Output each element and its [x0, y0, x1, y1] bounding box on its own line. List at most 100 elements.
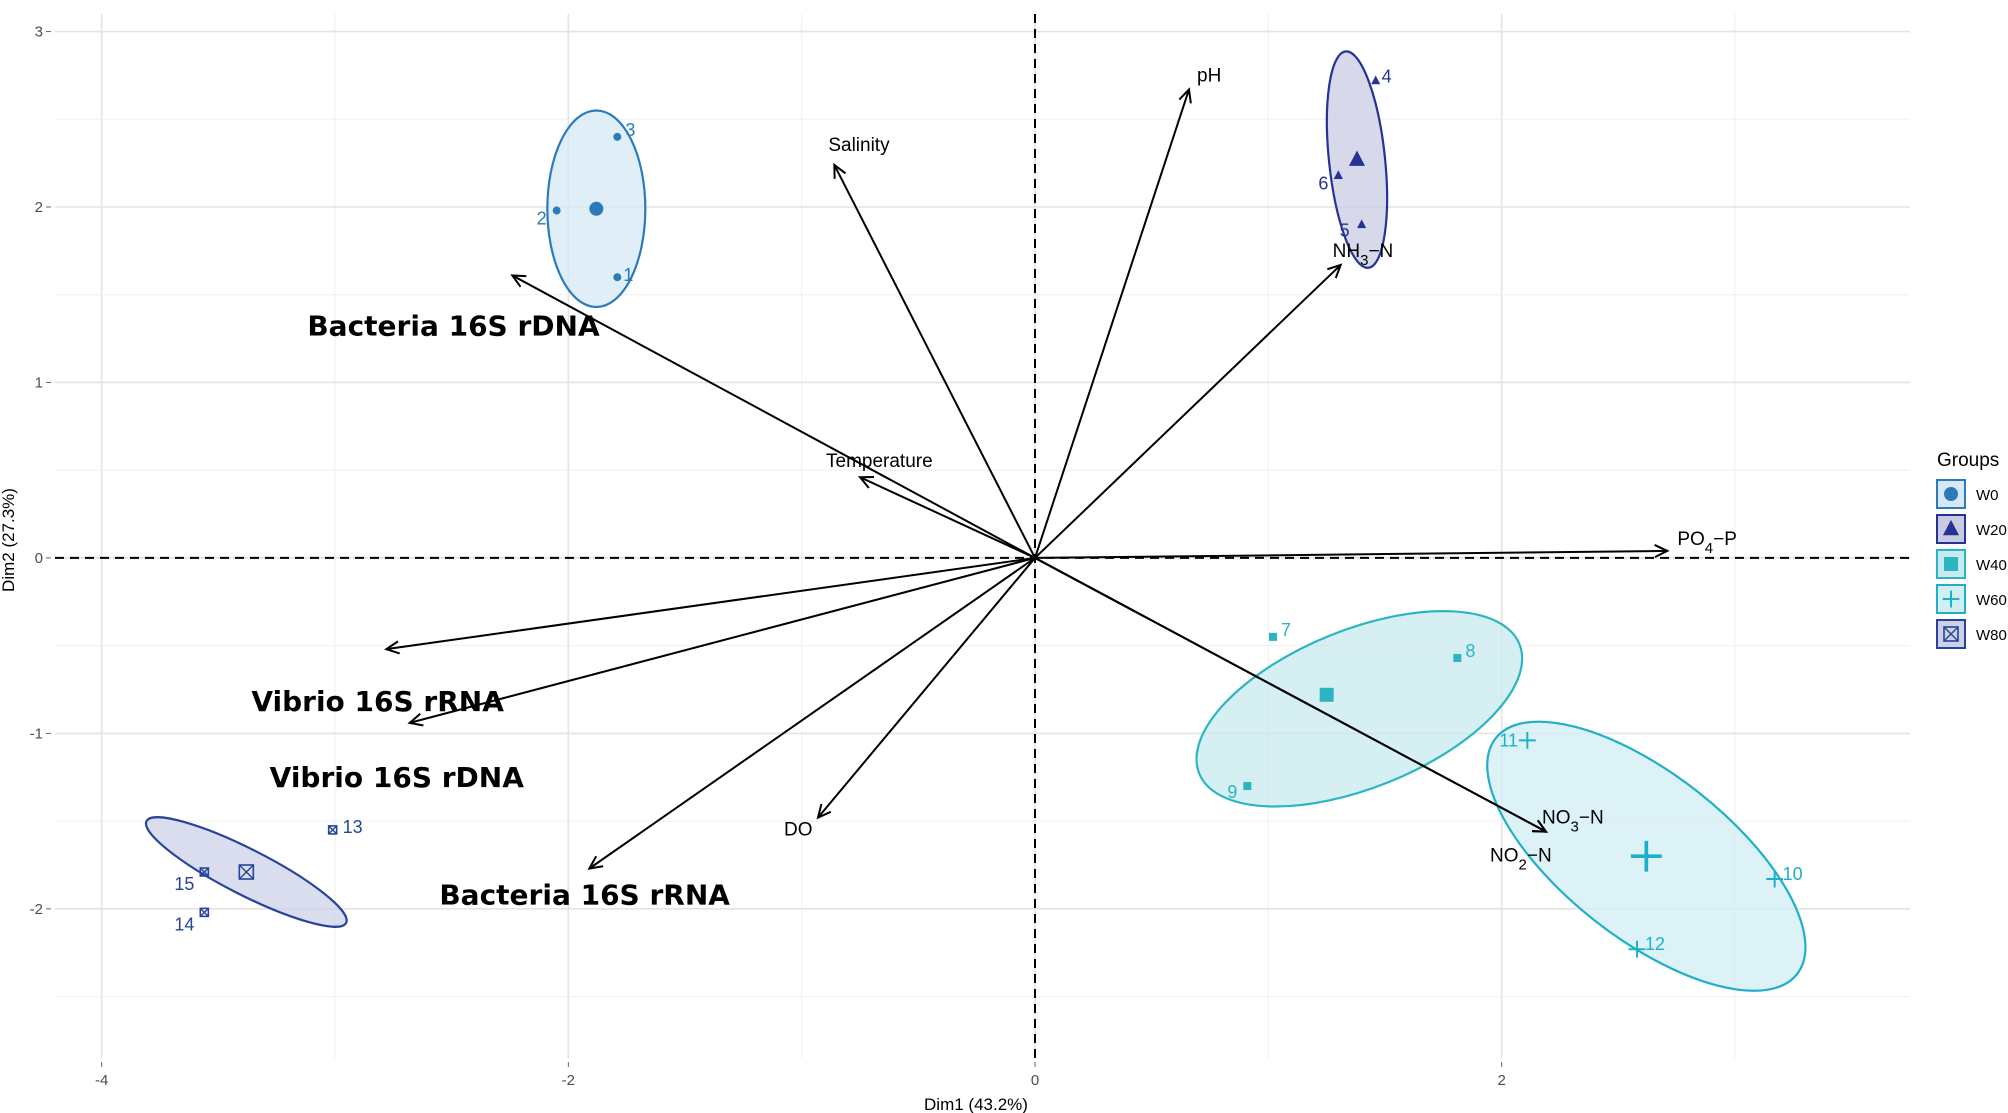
x-tick-label: 0 [1031, 1072, 1039, 1089]
point-w80-13-box [327, 825, 338, 835]
point-label-14: 14 [174, 914, 194, 934]
arrowhead-bacteria-16s-rrna [587, 855, 604, 870]
point-w40-9 [1243, 782, 1252, 791]
point-w0-1 [613, 273, 622, 282]
y-tick-label: 0 [35, 550, 43, 567]
point-w80-14-box [199, 907, 210, 918]
var-label-subscript: 3 [1571, 819, 1579, 836]
legend-marker-w80-d2 [1943, 626, 1959, 642]
centroid-w80-box [238, 864, 255, 880]
arrowhead-temperature [857, 475, 875, 489]
point-label-4: 4 [1382, 67, 1392, 87]
point-label-2: 2 [537, 209, 547, 229]
arrow-do [817, 557, 1036, 819]
x-tick-label: 2 [1497, 1072, 1505, 1089]
legend-title: Groups [1937, 450, 1999, 471]
arrowhead-salinity [833, 162, 847, 179]
point-w0-3 [613, 132, 622, 141]
point-w60-12 [1628, 940, 1646, 958]
arrow-temperature [859, 476, 1036, 559]
point-w80-14-d2 [199, 907, 209, 917]
var-label-subscript: 3 [1360, 252, 1368, 269]
point-w80-13 [327, 825, 338, 835]
y-tick-label: 3 [35, 24, 43, 41]
legend-marker-w20 [1942, 519, 1960, 536]
zero-lines [55, 14, 1910, 1058]
legend-label-w20: W20 [1976, 522, 2007, 539]
var-label-temperature: Temperature [826, 451, 933, 472]
arrowhead-ph [1178, 87, 1192, 104]
var-label-salinity: Salinity [828, 135, 890, 156]
point-label-9: 9 [1227, 782, 1237, 802]
point-w40-7 [1269, 632, 1277, 641]
legend-marker-w60 [1942, 590, 1960, 608]
legend-marker-w80 [1943, 626, 1959, 642]
arrowhead-nh3-n [1327, 263, 1343, 279]
axis-ticks: -4 -2 0 2 -2 -1 0 1 2 3 [30, 24, 1506, 1089]
point-w60-10 [1766, 870, 1784, 888]
var-label-part: −P [1713, 529, 1737, 550]
point-label-1: 1 [623, 265, 633, 285]
legend-marker-w80-box [1943, 626, 1959, 642]
arrow-bacteria-16s-rdna [511, 274, 1036, 559]
var-label-do: DO [784, 820, 813, 841]
arrowhead-vibrio-16s-rrna [384, 640, 400, 655]
centroid-w80 [238, 864, 255, 880]
centroid-w60 [1630, 840, 1662, 872]
var-label-bacteria-16s-rrna: Bacteria 16S rRNA [439, 879, 730, 912]
centroid-w20 [1348, 150, 1366, 166]
x-tick-label: -2 [562, 1072, 575, 1089]
point-label-7: 7 [1281, 620, 1291, 640]
var-label-ph: pH [1197, 65, 1221, 86]
var-label-no2-n: NO2−N [1490, 846, 1552, 874]
point-label-5: 5 [1340, 221, 1350, 241]
var-label-subscript: 4 [1705, 540, 1713, 557]
point-w80-15 [199, 867, 210, 877]
var-label-part: −N [1579, 808, 1604, 829]
y-tick-label: 2 [35, 199, 43, 216]
point-label-12: 12 [1645, 934, 1665, 954]
legend-marker-w40 [1944, 557, 1958, 571]
var-label-part: NO [1542, 808, 1571, 829]
arrow-nh3-n [1034, 264, 1342, 559]
legend-label-w40: W40 [1976, 557, 2007, 574]
y-axis-title: Dim2 (27.3%) [0, 488, 18, 592]
variable-arrows: pHSalinityNH3−NTemperaturePO4−PDONO3−NNO… [251, 65, 1737, 911]
var-label-bacteria-16s-rdna: Bacteria 16S rDNA [307, 309, 600, 342]
var-label-part: −N [1368, 241, 1393, 262]
point-label-15: 15 [174, 874, 194, 894]
group-ellipses [144, 50, 1807, 992]
centroid-w40 [1319, 687, 1334, 702]
x-axis-title: Dim1 (43.2%) [924, 1095, 1028, 1113]
point-label-10: 10 [1783, 864, 1803, 884]
var-label-part: NH [1333, 241, 1360, 262]
var-label-vibrio-16s-rrna: Vibrio 16S rRNA [251, 685, 504, 718]
y-tick-label: -2 [30, 901, 43, 918]
arrow-po4-p [1034, 549, 1668, 559]
point-w80-13-d2 [328, 825, 338, 835]
var-label-no3-n: NO3−N [1542, 808, 1604, 836]
point-w80-14 [199, 907, 210, 918]
point-w40-8 [1453, 653, 1462, 662]
centroid-w80-d2 [238, 864, 254, 880]
arrowhead-bacteria-16s-rdna [510, 274, 527, 288]
arrow-salinity [833, 164, 1036, 559]
centroid-w0 [589, 201, 604, 216]
legend-label-w60: W60 [1976, 592, 2007, 609]
arrow-bacteria-16s-rrna [588, 557, 1036, 870]
point-w20-6 [1333, 170, 1343, 180]
legend-label-w0: W0 [1976, 487, 1999, 504]
arrowhead-vibrio-16s-rdna [407, 713, 424, 727]
var-label-part: PO [1677, 529, 1704, 550]
arrow-no2-n [1034, 557, 1547, 833]
point-label-11: 11 [1499, 730, 1518, 750]
point-w80-15-box [199, 867, 210, 877]
arrowhead-po4-p [1654, 544, 1670, 559]
point-w60-11 [1518, 732, 1536, 749]
var-label-part: NO [1490, 846, 1519, 867]
var-label-po4-p: PO4−P [1677, 529, 1737, 557]
point-label-6: 6 [1318, 173, 1328, 193]
var-label-part: −N [1527, 846, 1552, 867]
